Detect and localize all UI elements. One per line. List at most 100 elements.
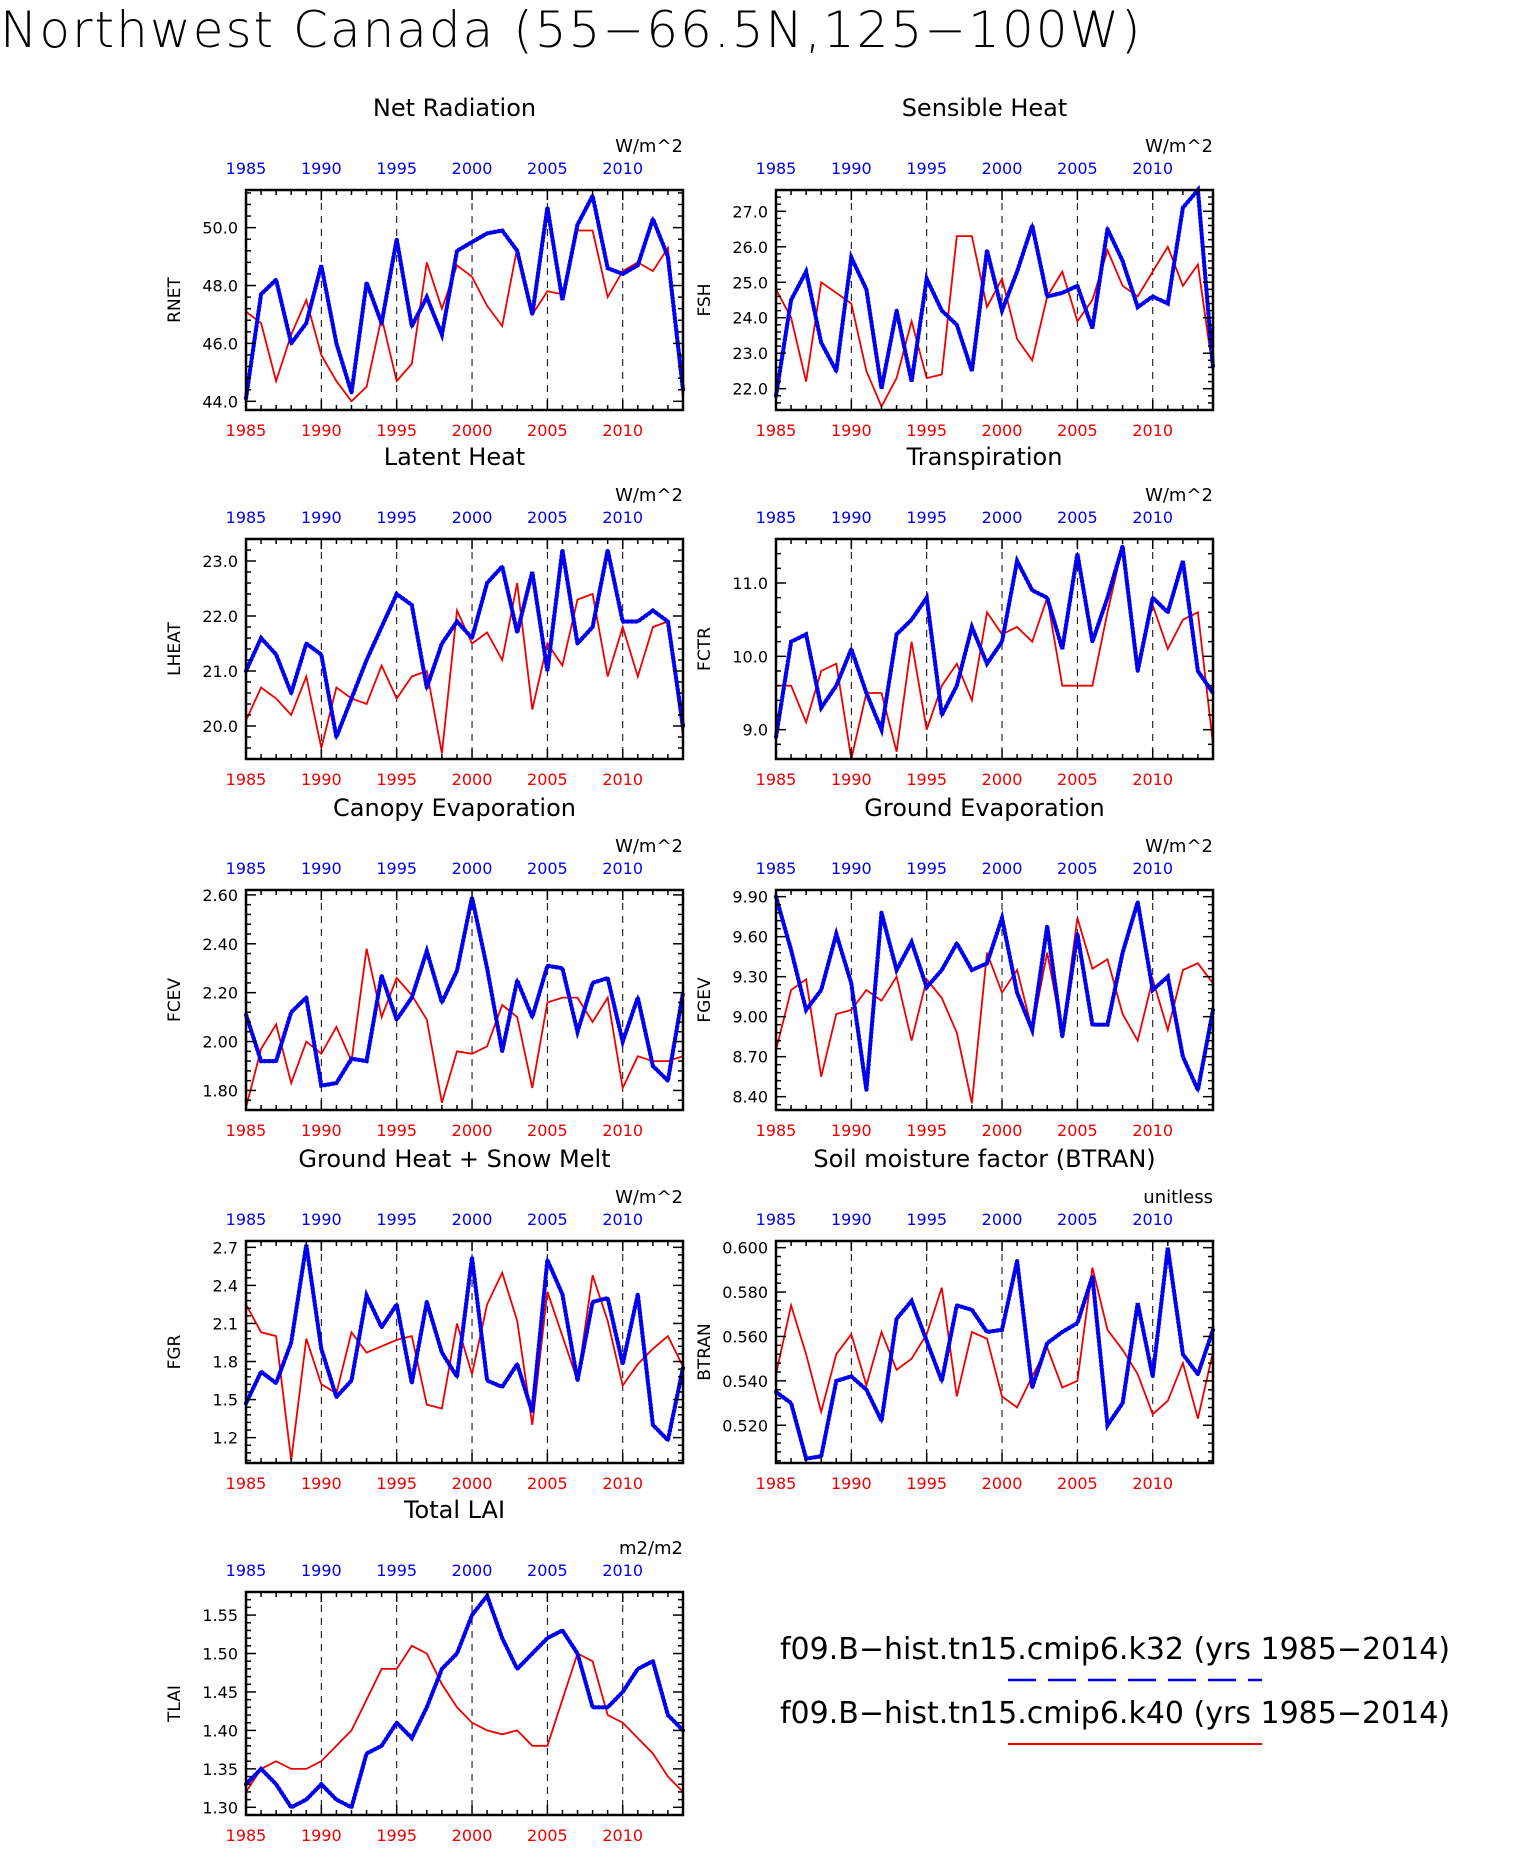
y-tick-label: 2.40 [202, 935, 238, 954]
x-tick-label-bottom: 2010 [602, 421, 643, 440]
x-tick-label-bottom: 1985 [756, 1474, 797, 1493]
chart-panel: 20.0 21.0 22.0 23.0 1985 1985 1990 1990 1995 1995… [165, 443, 686, 789]
panel-title: Canopy Evaporation [333, 794, 576, 822]
units-label: W/m^2 [1145, 485, 1213, 506]
series-dots-k32 [243, 189, 686, 401]
chart-panel: 1.2 1.5 1.8 2.1 2.4 2.7 1985 1985 1990 1990 1995 19… [165, 1145, 686, 1493]
x-tick-label-bottom: 2010 [1132, 1121, 1173, 1140]
x-tick-label-top: 2010 [602, 1210, 643, 1229]
y-tick-label: 2.7 [213, 1238, 238, 1257]
x-tick-label-top: 2000 [452, 508, 493, 527]
series-dots-k32 [243, 1244, 686, 1445]
x-tick-label-bottom: 2005 [527, 1474, 568, 1493]
y-tick-label: 27.0 [732, 202, 768, 221]
series-dots-k32 [243, 1591, 686, 1811]
y-tick-label: 0.600 [722, 1239, 768, 1258]
x-tick-label-top: 1990 [301, 508, 342, 527]
x-tick-label-bottom: 1995 [906, 421, 947, 440]
x-tick-label-bottom: 1990 [301, 1474, 342, 1493]
y-tick-label: 0.540 [722, 1372, 768, 1391]
y-tick-label: 0.580 [722, 1283, 768, 1302]
y-axis-label: FSH [695, 283, 715, 316]
series-dots-k32 [773, 894, 1216, 1097]
x-tick-label-bottom: 2005 [527, 1121, 568, 1140]
x-tick-label-top: 1995 [376, 508, 417, 527]
y-axis-label: TLAI [165, 1685, 185, 1723]
x-tick-label-top: 2010 [1132, 508, 1173, 527]
x-tick-label-bottom: 2000 [452, 770, 493, 789]
x-tick-label-top: 2010 [602, 508, 643, 527]
x-tick-label-bottom: 2000 [452, 421, 493, 440]
x-tick-label-top: 1990 [301, 859, 342, 878]
x-tick-label-bottom: 1990 [831, 770, 872, 789]
x-tick-label-bottom: 1995 [906, 770, 947, 789]
y-tick-label: 9.90 [732, 888, 768, 907]
units-label: W/m^2 [615, 1187, 683, 1208]
x-tick-label-bottom: 2000 [982, 770, 1023, 789]
x-tick-label-bottom: 1985 [226, 1121, 267, 1140]
x-tick-label-top: 2010 [1132, 859, 1173, 878]
y-tick-label: 23.0 [732, 344, 768, 363]
x-tick-label-bottom: 1985 [226, 1826, 267, 1845]
x-tick-label-bottom: 2000 [982, 421, 1023, 440]
x-tick-label-top: 1985 [226, 1210, 267, 1229]
panel-title: Soil moisture factor (BTRAN) [813, 1145, 1155, 1173]
x-tick-label-bottom: 1985 [756, 770, 797, 789]
x-tick-label-bottom: 2005 [527, 421, 568, 440]
y-tick-label: 2.20 [202, 984, 238, 1003]
x-tick-label-bottom: 1985 [226, 421, 267, 440]
y-tick-label: 1.45 [202, 1683, 238, 1702]
x-tick-label-top: 2000 [452, 1561, 493, 1580]
panel-title: Transpiration [906, 443, 1063, 471]
series-dots-k32 [773, 545, 1216, 740]
x-tick-label-top: 1995 [376, 159, 417, 178]
x-tick-label-top: 1995 [906, 159, 947, 178]
series-dots-k32 [243, 549, 686, 745]
x-tick-label-bottom: 1985 [226, 1474, 267, 1493]
chart-panel: 1.30 1.35 1.40 1.45 1.50 1.55 1985 1985 1990 1990… [165, 1496, 686, 1845]
x-tick-label-bottom: 1995 [376, 1121, 417, 1140]
units-label: W/m^2 [1145, 136, 1213, 157]
y-tick-label: 50.0 [202, 219, 238, 238]
x-tick-label-bottom: 2010 [602, 770, 643, 789]
x-tick-label-top: 1985 [226, 159, 267, 178]
y-tick-label: 26.0 [732, 238, 768, 257]
y-axis-label: FGEV [695, 977, 715, 1023]
panel-title: Latent Heat [384, 443, 525, 471]
units-label: W/m^2 [1145, 836, 1213, 857]
x-tick-label-top: 1990 [301, 1210, 342, 1229]
x-tick-label-bottom: 2000 [452, 1474, 493, 1493]
series-dots-k32 [773, 184, 1216, 398]
x-tick-label-top: 2000 [452, 859, 493, 878]
y-tick-label: 9.0 [743, 721, 768, 740]
x-tick-label-bottom: 2010 [602, 1121, 643, 1140]
y-tick-label: 1.5 [213, 1391, 238, 1410]
y-tick-label: 48.0 [202, 277, 238, 296]
x-tick-label-bottom: 1990 [301, 1826, 342, 1845]
y-tick-label: 1.55 [202, 1606, 238, 1625]
x-tick-label-bottom: 1990 [301, 1121, 342, 1140]
y-axis-label: RNET [165, 277, 185, 323]
y-tick-label: 21.0 [202, 662, 238, 681]
y-tick-label: 2.60 [202, 886, 238, 905]
x-tick-label-bottom: 2010 [1132, 770, 1173, 789]
x-tick-label-top: 1990 [301, 1561, 342, 1580]
series-line-k32 [245, 1593, 684, 1809]
x-tick-label-top: 1995 [906, 1210, 947, 1229]
x-tick-label-top: 2005 [1057, 159, 1098, 178]
x-tick-label-bottom: 2005 [1057, 1474, 1098, 1493]
x-tick-label-bottom: 1985 [756, 421, 797, 440]
y-tick-label: 8.40 [732, 1088, 768, 1107]
series-dots-k32 [243, 896, 686, 1089]
plot-frame [774, 537, 1215, 761]
units-label: unitless [1143, 1187, 1213, 1208]
y-tick-label: 9.30 [732, 968, 768, 987]
x-tick-label-top: 2005 [527, 159, 568, 178]
x-tick-label-top: 2005 [527, 859, 568, 878]
x-tick-label-bottom: 1985 [226, 770, 267, 789]
x-tick-label-bottom: 1990 [301, 421, 342, 440]
x-tick-label-bottom: 1990 [831, 1121, 872, 1140]
y-tick-label: 2.4 [213, 1276, 238, 1295]
y-axis-label: FCEV [165, 978, 185, 1022]
